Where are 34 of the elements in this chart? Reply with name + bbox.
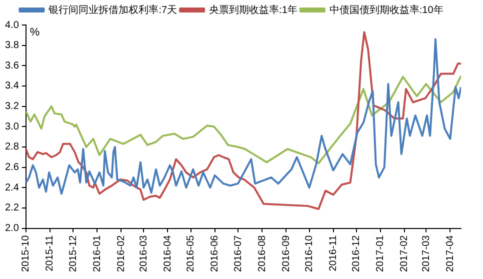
x-tick-label: 2016-05 bbox=[186, 234, 197, 272]
x-tick-label: 2016-08 bbox=[256, 234, 268, 272]
y-tick-label: 3.4 bbox=[4, 80, 20, 92]
x-tick-label: 2016-12 bbox=[351, 234, 362, 272]
x-tick-label: 2015-12 bbox=[68, 234, 79, 272]
y-tick-label: 3.8 bbox=[4, 40, 20, 52]
y-tick-label: 3.6 bbox=[4, 60, 20, 72]
y-tick-label: 2.0 bbox=[4, 223, 20, 234]
y-tick-label: 3.0 bbox=[4, 121, 20, 132]
x-tick-label: 2017-04 bbox=[444, 234, 456, 272]
x-tick-label: 2017-01 bbox=[375, 234, 386, 272]
x-tick-label: 2017-03 bbox=[420, 234, 432, 272]
y-tick-label: 2.2 bbox=[4, 202, 20, 214]
legend-label: 银行间同业拆借加权利率:7天 bbox=[48, 4, 178, 16]
legend-label: 中债国债到期收益率:10年 bbox=[329, 4, 444, 16]
x-tick-label: 2016-07 bbox=[232, 234, 244, 272]
x-tick-label: 2016-03 bbox=[138, 234, 150, 272]
x-tick-label: 2016-04 bbox=[162, 234, 174, 272]
x-tick-label: 2016-06 bbox=[210, 234, 221, 272]
y-axis-title: % bbox=[30, 26, 40, 39]
y-tick-label: 2.8 bbox=[4, 142, 20, 153]
x-tick-label: 2015-10 bbox=[20, 234, 32, 272]
x-tick-label: 2016-11 bbox=[328, 234, 340, 272]
legend-label: 央票到期收益率:1年 bbox=[209, 4, 298, 16]
x-tick-label: 2016-10 bbox=[304, 234, 316, 272]
x-tick-label: 2015-11 bbox=[44, 234, 56, 272]
y-tick-label: 2.6 bbox=[4, 162, 20, 174]
y-tick-label: 4.0 bbox=[4, 20, 20, 31]
y-tick-label: 2.4 bbox=[4, 182, 20, 194]
x-tick-label: 2016-02 bbox=[116, 234, 127, 272]
x-tick-label: 2016-01 bbox=[92, 234, 103, 272]
y-tick-label: 3.2 bbox=[4, 101, 20, 112]
x-tick-label: 2016-09 bbox=[280, 234, 292, 272]
x-tick-label: 2017-02 bbox=[399, 234, 410, 272]
